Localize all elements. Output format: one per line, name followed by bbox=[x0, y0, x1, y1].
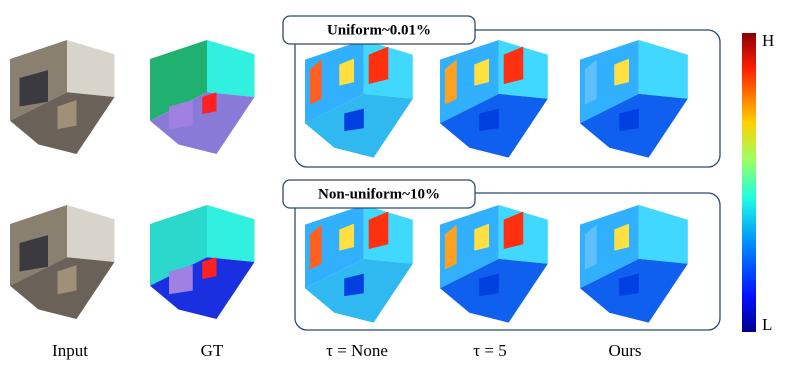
room-shape bbox=[344, 273, 364, 297]
panel-frame bbox=[294, 192, 721, 331]
room-shape bbox=[614, 58, 629, 86]
room-shape bbox=[202, 92, 217, 115]
room-shape bbox=[368, 46, 389, 85]
room-shape bbox=[339, 223, 354, 251]
room-shape bbox=[207, 205, 255, 262]
room-images bbox=[10, 40, 688, 323]
panel-tab bbox=[282, 179, 476, 209]
column-label: GT bbox=[201, 341, 224, 360]
room-shape bbox=[619, 273, 639, 297]
room-shape bbox=[202, 257, 217, 280]
room-shape bbox=[309, 59, 322, 105]
room-shape bbox=[619, 108, 639, 132]
room-shape bbox=[479, 108, 499, 132]
column-label: τ = 5 bbox=[473, 341, 506, 360]
room-shape bbox=[207, 40, 255, 97]
panel-tab bbox=[282, 15, 476, 45]
room-shape bbox=[339, 58, 354, 86]
room-shape bbox=[368, 211, 389, 250]
colorbar-high: H bbox=[762, 31, 774, 50]
room-shape bbox=[57, 265, 77, 295]
room-shape bbox=[614, 223, 629, 251]
column-label: Input bbox=[52, 341, 88, 360]
colorbar bbox=[742, 33, 756, 332]
column-label: τ = None bbox=[326, 341, 388, 360]
room-shape bbox=[150, 40, 207, 121]
room-shape bbox=[19, 235, 48, 272]
room-shape bbox=[19, 70, 48, 107]
colorbar-low: L bbox=[762, 315, 772, 334]
room-shape bbox=[643, 46, 664, 85]
room-shape bbox=[474, 58, 489, 86]
panel-frame bbox=[294, 29, 721, 168]
room-shape bbox=[643, 211, 664, 250]
room-shape bbox=[479, 273, 499, 297]
room-shape bbox=[344, 108, 364, 132]
room-shape bbox=[150, 205, 207, 286]
panel-title: Non-uniform~10% bbox=[318, 186, 440, 202]
room-shape bbox=[169, 100, 193, 130]
room-shape bbox=[444, 224, 457, 270]
panel-title: Uniform~0.01% bbox=[327, 22, 431, 38]
room-shape bbox=[169, 265, 193, 295]
room-shape bbox=[309, 224, 322, 270]
room-shape bbox=[584, 59, 597, 105]
room-shape bbox=[57, 100, 77, 130]
room-shape bbox=[444, 59, 457, 105]
room-shape bbox=[584, 224, 597, 270]
room-shape bbox=[474, 223, 489, 251]
room-shape bbox=[503, 211, 524, 250]
room-shape bbox=[67, 40, 115, 97]
room-shape bbox=[503, 46, 524, 85]
room-shape bbox=[67, 205, 115, 262]
column-label: Ours bbox=[608, 341, 641, 360]
